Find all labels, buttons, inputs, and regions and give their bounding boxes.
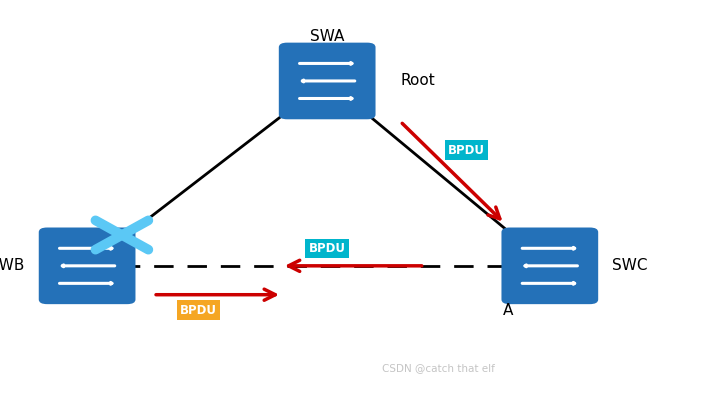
FancyBboxPatch shape [279,42,376,119]
Text: SWB: SWB [0,258,25,273]
FancyBboxPatch shape [501,228,599,304]
Text: SWA: SWA [310,29,344,44]
Text: Root: Root [400,73,435,88]
Text: BPDU: BPDU [448,144,485,157]
Text: SWC: SWC [612,258,648,273]
Text: BPDU: BPDU [180,304,217,317]
Text: BPDU: BPDU [309,242,346,255]
Text: CSDN @catch that elf: CSDN @catch that elf [382,363,495,373]
Text: A: A [503,303,513,318]
FancyBboxPatch shape [39,228,136,304]
